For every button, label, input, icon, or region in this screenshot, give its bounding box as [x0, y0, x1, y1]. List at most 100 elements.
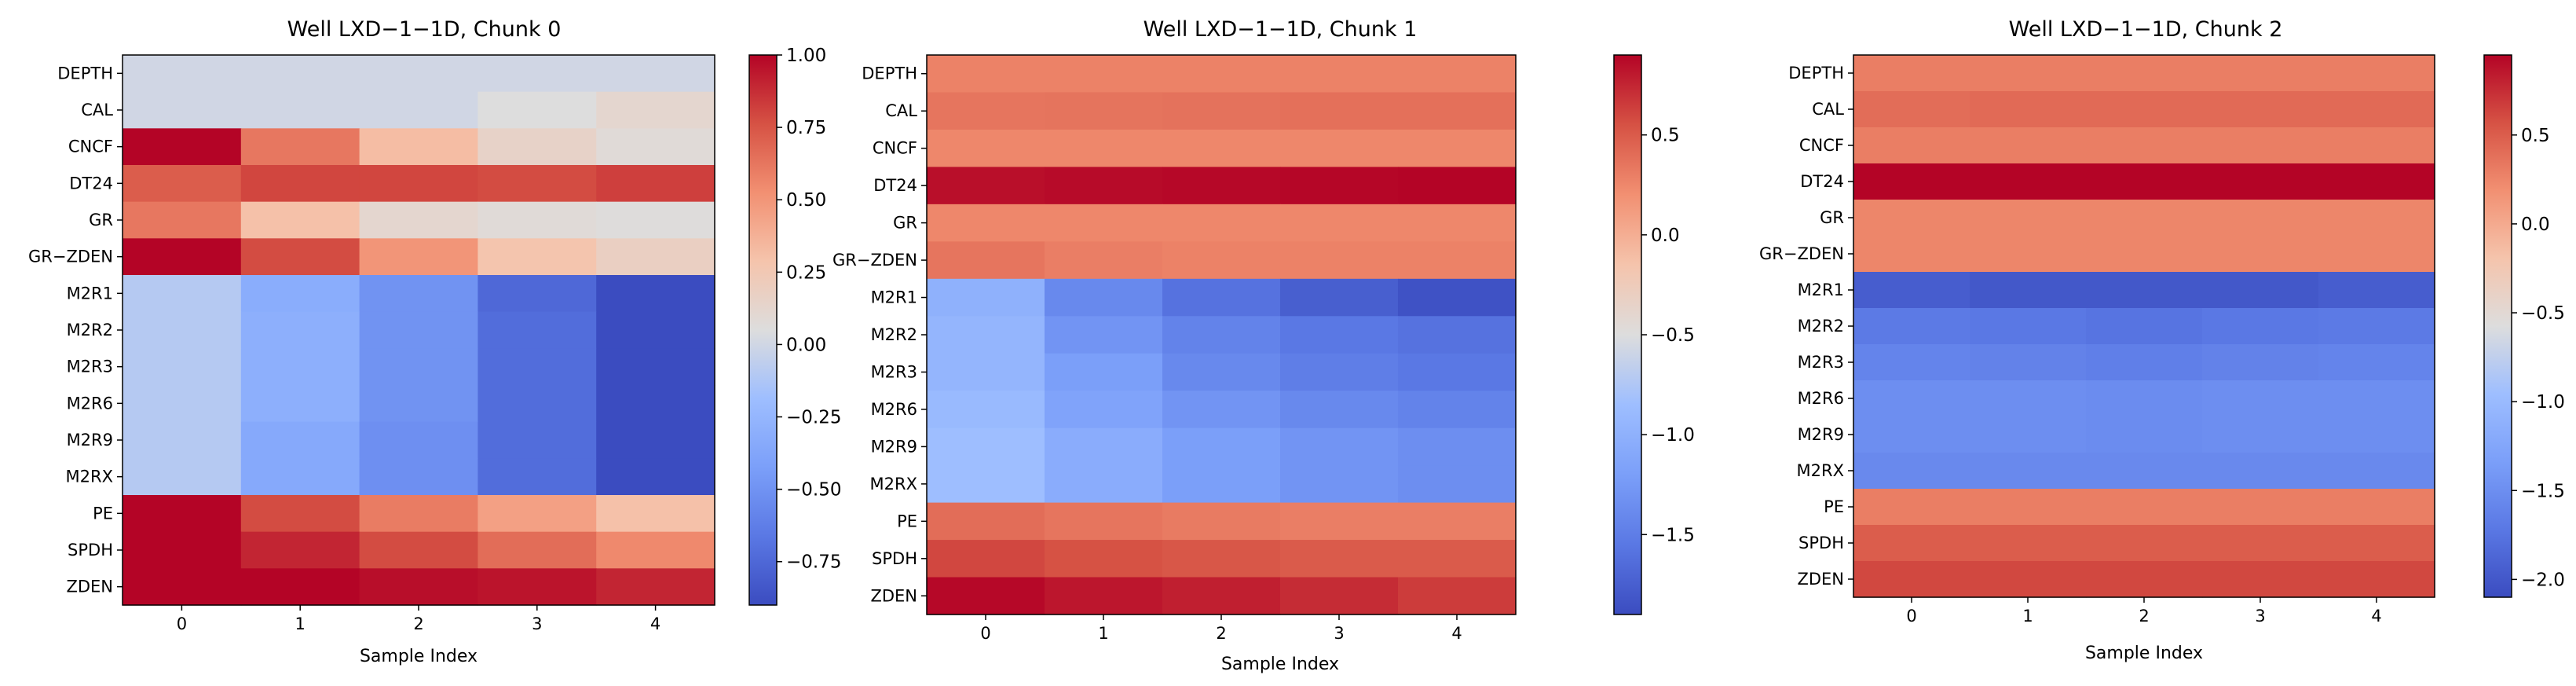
heatmap-cell [1280, 391, 1399, 429]
heatmap-cell [240, 568, 360, 606]
heatmap-cell [2086, 308, 2203, 345]
heatmap-cell [1045, 241, 1163, 280]
y-tick-label: CAL [1812, 100, 1844, 119]
colorbar-tick-label: 0.50 [786, 190, 826, 211]
heatmap-cell [2318, 127, 2435, 164]
heatmap-cell [478, 128, 597, 166]
heatmap-cell [2086, 272, 2203, 309]
colorbar-tick-label: −1.5 [2521, 481, 2565, 501]
heatmap-cell [927, 577, 1045, 615]
y-tick-label: M2RX [870, 475, 917, 493]
heatmap-cell [1398, 391, 1517, 429]
heatmap-cell [123, 385, 242, 423]
heatmap-cell [359, 128, 478, 166]
y-tick-label: M2R2 [67, 321, 113, 339]
y-tick-label: M2R6 [871, 400, 917, 419]
y-tick-label: CNCF [873, 139, 917, 158]
heatmap-cell [596, 238, 715, 276]
x-tick-label: 3 [1334, 624, 1344, 643]
heatmap-cell [596, 128, 715, 166]
x-tick-label: 2 [413, 614, 423, 633]
y-tick-label: GR [89, 211, 113, 229]
heatmap-cell [359, 275, 478, 313]
x-tick-label: 2 [1216, 624, 1226, 643]
heatmap-cell [1045, 92, 1163, 130]
heatmap-cell [123, 201, 242, 239]
y-tick-label: ZDEN [870, 586, 917, 605]
heatmap-cell [1280, 167, 1399, 205]
heatmap-cell [1045, 391, 1163, 429]
heatmap-cell [1398, 129, 1517, 167]
heatmap-cell [2318, 344, 2435, 381]
heatmap-panel-1: Well LXD−1−1D, Chunk 1 DEPTH CAL CNCF DT24 G… [832, 17, 1695, 674]
colorbar-tick-label: 0.75 [786, 118, 826, 138]
y-tick-label: SPDH [68, 541, 113, 559]
heatmap-cell [1398, 167, 1517, 205]
heatmap-cell [2202, 127, 2319, 164]
colorbar-0 [748, 54, 778, 606]
heatmap-cell [1162, 241, 1281, 280]
heatmap-cell [1162, 278, 1281, 317]
heatmap-cell [240, 495, 360, 533]
heatmap-cell [2202, 308, 2319, 345]
heatmap-cell [123, 311, 242, 349]
heatmap-cell [359, 531, 478, 569]
heatmap-cell [123, 458, 242, 496]
heatmap-cell [1853, 525, 1970, 562]
heatmap-cell [2202, 200, 2319, 237]
heatmap-cell [1970, 308, 2087, 345]
y-tick-label: SPDH [1798, 534, 1844, 552]
chart-title-1: Well LXD−1−1D, Chunk 1 [1143, 17, 1418, 42]
heatmap-cell [1162, 577, 1281, 615]
heatmap-cell [1162, 92, 1281, 130]
heatmap-cell [1970, 127, 2087, 164]
heatmap-cell [2086, 236, 2203, 273]
y-tick-label: PE [1824, 497, 1844, 516]
heatmap-cell [478, 165, 597, 203]
heatmap-cell [1398, 540, 1517, 578]
heatmap-cell [1970, 272, 2087, 309]
heatmap-cell [1970, 91, 2087, 128]
x-tick-label: 0 [177, 614, 187, 633]
heatmap-cell [2318, 55, 2435, 92]
colorbar-tick-label: 0.5 [1651, 126, 1680, 146]
y-tick-label: M2R3 [871, 362, 917, 381]
cells-1 [927, 55, 1517, 615]
heatmap-cell [1970, 489, 2087, 526]
heatmap-cell [1853, 489, 1970, 526]
heatmap-cell [123, 275, 242, 313]
heatmap-cell [1045, 204, 1163, 242]
heatmap-cell [123, 348, 242, 386]
heatmap-cell [2086, 416, 2203, 453]
heatmap-cell [359, 311, 478, 349]
heatmap-cell [123, 165, 242, 203]
heatmap-cell [927, 316, 1045, 354]
y-tick-label: CNCF [1799, 136, 1844, 155]
y-tick-label: M2RX [66, 468, 113, 486]
heatmap-cell [1162, 316, 1281, 354]
heatmap-cell [2318, 200, 2435, 237]
heatmap-cell [1045, 353, 1163, 391]
heatmap-cell [359, 421, 478, 459]
heatmap-cell [1853, 453, 1970, 490]
heatmap-cell [1970, 416, 2087, 453]
heatmap-cell [478, 458, 597, 496]
heatmap-cell [2202, 344, 2319, 381]
heatmap-cell [1853, 380, 1970, 417]
heatmap-cell [2202, 55, 2319, 92]
heatmap-cell [2318, 453, 2435, 490]
heatmap-cell [478, 531, 597, 569]
colorbar-tick-label: −1.0 [1651, 425, 1695, 446]
x-tick-label: 3 [532, 614, 542, 633]
heatmap-cell [2086, 127, 2203, 164]
heatmap-cell [927, 241, 1045, 280]
y-tick-label: M2R2 [871, 325, 917, 344]
colorbar-tick-label: −0.5 [2521, 303, 2565, 324]
heatmap-cell [1280, 577, 1399, 615]
heatmap-cell [1970, 200, 2087, 237]
heatmap-cell [123, 495, 242, 533]
heatmap-cell [240, 238, 360, 276]
heatmap-cell [2318, 380, 2435, 417]
y-tick-label: DEPTH [862, 64, 917, 83]
